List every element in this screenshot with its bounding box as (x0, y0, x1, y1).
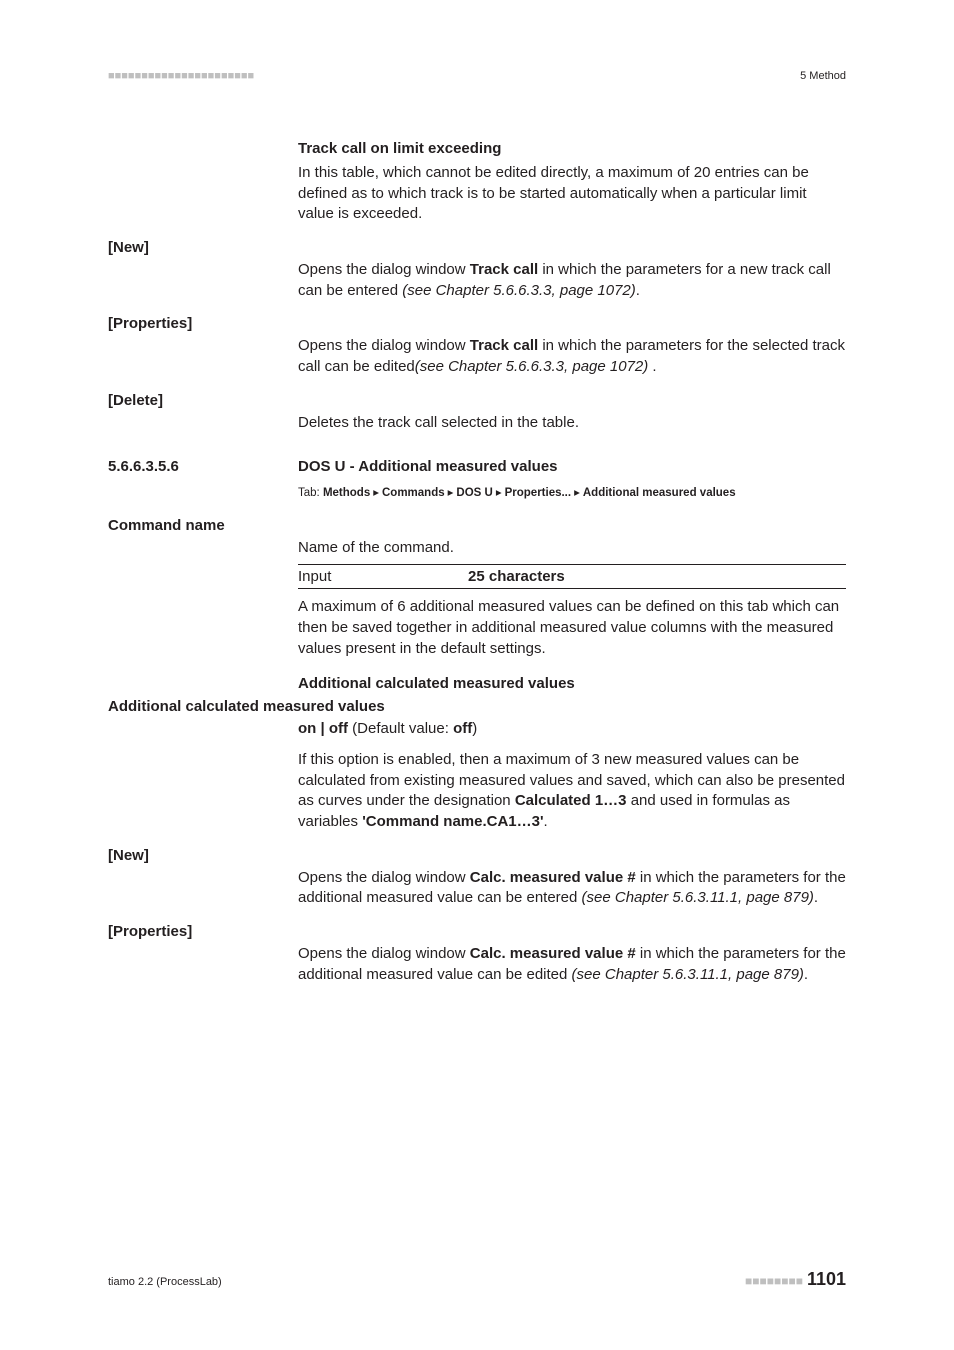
tab-item: Properties... (505, 487, 571, 499)
section-heading-row: 5.6.6.3.5.6 DOS U - Additional measured … (108, 458, 846, 475)
breadcrumb-arrow-icon: ▸ (496, 487, 502, 499)
section-title: DOS U - Additional measured values (298, 458, 558, 475)
command-name-desc: Name of the command. (298, 538, 846, 559)
new-button-desc-2: Opens the dialog window Calc. measured v… (298, 868, 846, 909)
track-call-bold: Track call (470, 261, 538, 278)
text: . (648, 358, 656, 375)
breadcrumb-arrow-icon: ▸ (373, 487, 379, 499)
cross-ref: (see Chapter 5.6.6.3.3, page 1072) (415, 358, 649, 375)
on-off-row: on | off (Default value: off) (298, 719, 846, 740)
command-paragraph: A maximum of 6 additional measured value… (298, 597, 846, 659)
text: . (804, 966, 808, 983)
calc-value-bold: Calc. measured value # (470, 945, 636, 962)
cross-ref: (see Chapter 5.6.3.11.1, page 879) (572, 966, 804, 983)
properties-button-label: [Properties] (108, 315, 846, 332)
properties-button-desc: Opens the dialog window Track call in wh… (298, 336, 846, 377)
track-call-paragraph: In this table, which cannot be edited di… (298, 163, 846, 225)
input-label: Input (298, 568, 468, 585)
page-number: 1101 (807, 1269, 846, 1289)
cross-ref: (see Chapter 5.6.3.11.1, page 879) (582, 889, 814, 906)
text: (Default value: (348, 720, 453, 737)
onoff-default: off (453, 720, 472, 737)
track-call-bold: Track call (470, 337, 538, 354)
text: Opens the dialog window (298, 337, 470, 354)
text: Opens the dialog window (298, 261, 470, 278)
delete-button-desc: Deletes the track call selected in the t… (298, 413, 846, 434)
tab-prefix: Tab: (298, 487, 323, 499)
tab-item: DOS U (456, 487, 492, 499)
additional-calc-label: Additional calculated measured values (108, 698, 846, 715)
new-button-label: [New] (108, 239, 846, 256)
delete-button-label: [Delete] (108, 392, 846, 409)
footer-page-number-group: ■■■■■■■■ 1101 (745, 1269, 846, 1290)
text: Opens the dialog window (298, 945, 470, 962)
text: . (544, 813, 548, 830)
header-decor-bars: ■■■■■■■■■■■■■■■■■■■■■■ (108, 70, 254, 82)
track-call-heading: Track call on limit exceeding (298, 140, 846, 157)
breadcrumb-arrow-icon: ▸ (574, 487, 580, 499)
properties-button-desc-2: Opens the dialog window Calc. measured v… (298, 944, 846, 985)
footer-product-label: tiamo 2.2 (ProcessLab) (108, 1276, 222, 1288)
calc-value-bold: Calc. measured value # (470, 869, 636, 886)
text: . (814, 889, 818, 906)
text: Opens the dialog window (298, 869, 470, 886)
tab-breadcrumb: Tab: Methods▸Commands▸DOS U▸Properties..… (298, 485, 846, 499)
text: . (636, 282, 640, 299)
section-number: 5.6.6.3.5.6 (108, 458, 298, 475)
header-section-label: 5 Method (800, 70, 846, 82)
additional-calc-paragraph: If this option is enabled, then a maximu… (298, 750, 846, 833)
text: ) (472, 720, 477, 737)
calculated-range: Calculated 1…3 (515, 792, 627, 809)
page-footer: tiamo 2.2 (ProcessLab) ■■■■■■■■ 1101 (108, 1269, 846, 1290)
tab-item: Additional measured values (583, 487, 736, 499)
tab-item: Methods (323, 487, 370, 499)
properties-button-label-2: [Properties] (108, 923, 846, 940)
tab-item: Commands (382, 487, 445, 499)
footer-decor-bars: ■■■■■■■■ (745, 1274, 803, 1288)
page-header: ■■■■■■■■■■■■■■■■■■■■■■ 5 Method (108, 70, 846, 82)
input-spec-row: Input 25 characters (298, 564, 846, 589)
variable-name: 'Command name.CA1…3' (362, 813, 543, 830)
breadcrumb-arrow-icon: ▸ (448, 487, 454, 499)
onoff-options: on | off (298, 720, 348, 737)
input-value: 25 characters (468, 568, 565, 585)
cross-ref: (see Chapter 5.6.6.3.3, page 1072) (402, 282, 636, 299)
additional-calc-heading: Additional calculated measured values (298, 675, 846, 692)
command-name-label: Command name (108, 517, 846, 534)
new-button-desc: Opens the dialog window Track call in wh… (298, 260, 846, 301)
new-button-label-2: [New] (108, 847, 846, 864)
